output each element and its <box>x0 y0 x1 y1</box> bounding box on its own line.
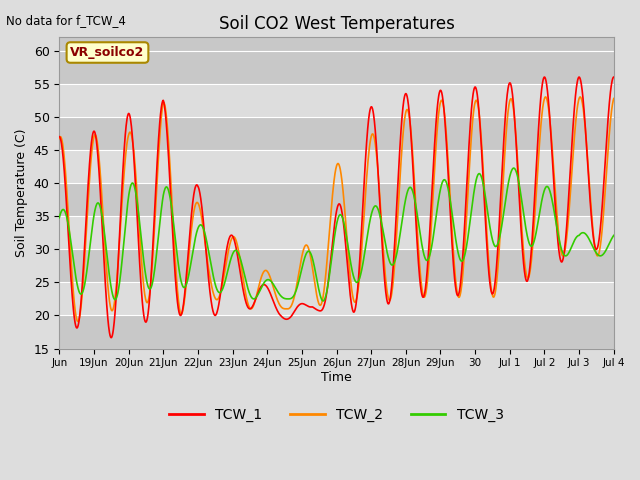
TCW_3 <box>319 298 327 304</box>
Bar <box>60 117 614 150</box>
TCW_2 <box>594 253 602 259</box>
TCW_1 <box>594 244 602 250</box>
Text: No data for f_TCW_4: No data for f_TCW_4 <box>6 14 126 27</box>
TCW_2 <box>56 135 63 141</box>
Bar <box>60 183 614 216</box>
Bar <box>60 216 614 249</box>
TCW_1 <box>610 74 618 80</box>
Bar <box>60 282 614 315</box>
Line: TCW_1: TCW_1 <box>60 77 614 337</box>
TCW_3 <box>595 252 602 258</box>
TCW_3 <box>84 263 92 268</box>
TCW_2 <box>492 283 500 289</box>
TCW_1 <box>108 335 115 340</box>
Line: TCW_2: TCW_2 <box>60 97 614 322</box>
TCW_1 <box>310 305 318 311</box>
TCW_3 <box>510 165 518 171</box>
TCW_3 <box>325 274 333 280</box>
Bar <box>60 315 614 348</box>
TCW_1 <box>325 271 333 277</box>
TCW_3 <box>492 243 500 249</box>
TCW_2 <box>577 94 584 100</box>
Line: TCW_3: TCW_3 <box>60 168 614 301</box>
Bar <box>60 150 614 183</box>
Text: VR_soilco2: VR_soilco2 <box>70 46 145 59</box>
Legend: TCW_1, TCW_2, TCW_3: TCW_1, TCW_2, TCW_3 <box>164 402 509 428</box>
TCW_1 <box>492 268 500 274</box>
TCW_2 <box>595 252 602 258</box>
TCW_3 <box>610 232 618 238</box>
X-axis label: Time: Time <box>321 371 352 384</box>
TCW_1 <box>56 134 63 140</box>
TCW_3 <box>56 215 63 220</box>
Bar <box>60 249 614 282</box>
TCW_2 <box>74 319 82 324</box>
TCW_1 <box>594 243 602 249</box>
TCW_2 <box>325 232 333 238</box>
Title: Soil CO2 West Temperatures: Soil CO2 West Temperatures <box>219 15 454 33</box>
TCW_3 <box>310 263 318 269</box>
TCW_2 <box>310 278 318 284</box>
Y-axis label: Soil Temperature (C): Soil Temperature (C) <box>15 129 28 257</box>
Bar <box>60 84 614 117</box>
TCW_2 <box>84 203 92 209</box>
Bar <box>60 37 614 84</box>
TCW_2 <box>610 96 618 101</box>
TCW_3 <box>594 252 602 258</box>
TCW_1 <box>84 191 92 197</box>
